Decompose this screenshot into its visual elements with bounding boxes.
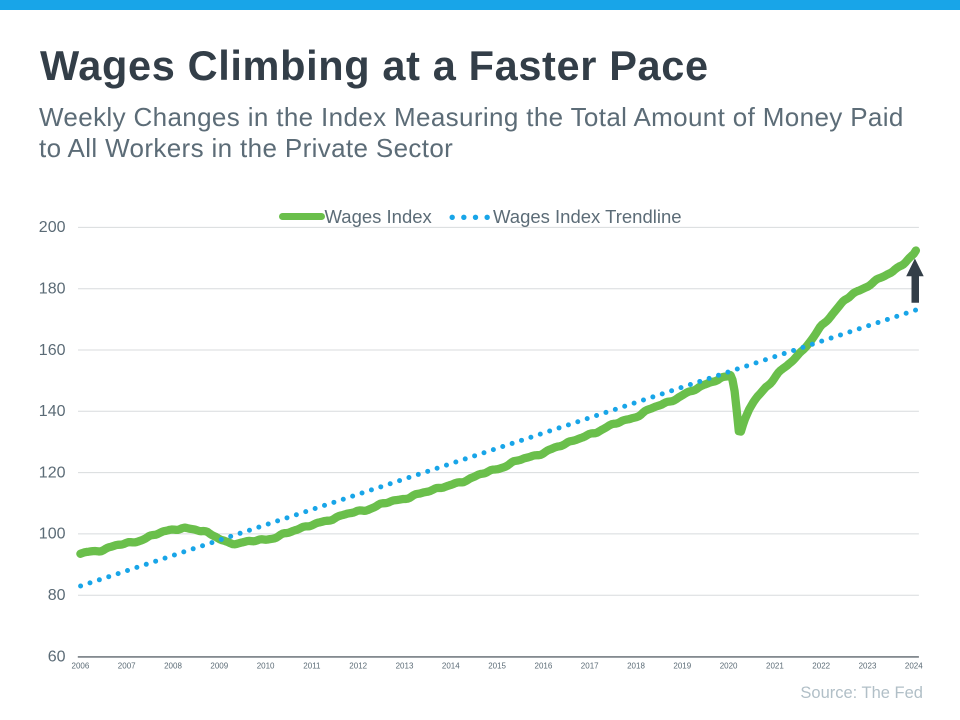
svg-text:2013: 2013 [396, 662, 414, 671]
svg-text:2018: 2018 [627, 662, 645, 671]
svg-text:160: 160 [39, 342, 66, 359]
svg-text:2014: 2014 [442, 662, 460, 671]
svg-text:Wages Index: Wages Index [325, 206, 433, 227]
svg-text:140: 140 [39, 403, 66, 420]
svg-text:200: 200 [39, 219, 66, 236]
svg-text:120: 120 [39, 464, 66, 481]
svg-text:2006: 2006 [72, 662, 90, 671]
svg-text:2015: 2015 [488, 662, 506, 671]
svg-text:2019: 2019 [673, 662, 691, 671]
svg-text:2022: 2022 [812, 662, 830, 671]
svg-text:100: 100 [39, 526, 66, 543]
svg-text:2009: 2009 [210, 662, 228, 671]
svg-text:80: 80 [48, 587, 66, 604]
svg-text:2020: 2020 [720, 662, 738, 671]
svg-text:2023: 2023 [859, 662, 877, 671]
svg-text:2021: 2021 [766, 662, 784, 671]
svg-text:2012: 2012 [349, 662, 367, 671]
svg-text:Wages Index Trendline: Wages Index Trendline [493, 206, 682, 227]
svg-text:2010: 2010 [257, 662, 275, 671]
svg-text:2016: 2016 [535, 662, 553, 671]
svg-text:2017: 2017 [581, 662, 599, 671]
svg-text:2024: 2024 [905, 662, 923, 671]
svg-text:2007: 2007 [118, 662, 136, 671]
svg-text:2008: 2008 [164, 662, 182, 671]
svg-text:60: 60 [48, 648, 66, 665]
svg-text:180: 180 [39, 281, 66, 298]
svg-text:2011: 2011 [303, 662, 321, 671]
